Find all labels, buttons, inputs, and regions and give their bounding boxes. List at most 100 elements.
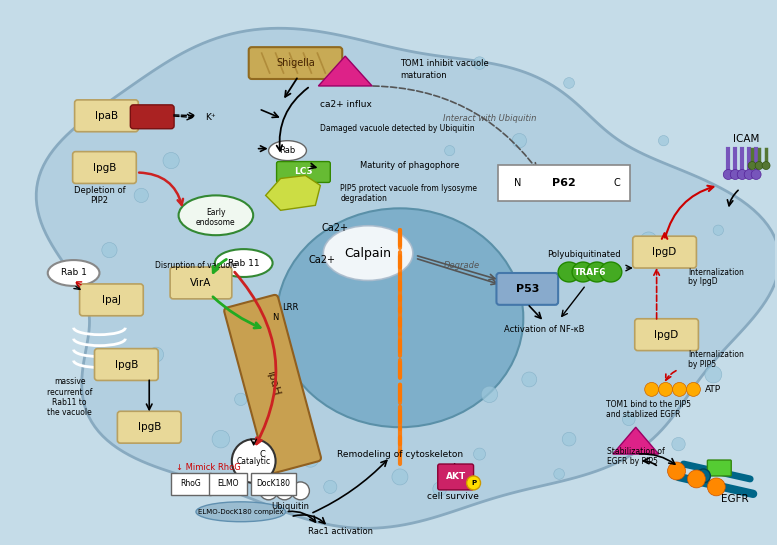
Circle shape <box>762 161 770 169</box>
Circle shape <box>472 446 487 462</box>
Circle shape <box>737 169 747 179</box>
Text: maturation: maturation <box>400 70 447 80</box>
Circle shape <box>658 135 669 146</box>
Text: ↓ Mimick RhoG: ↓ Mimick RhoG <box>176 463 241 471</box>
Circle shape <box>672 438 685 451</box>
FancyBboxPatch shape <box>277 161 330 183</box>
FancyBboxPatch shape <box>632 236 696 268</box>
Ellipse shape <box>323 226 413 281</box>
Text: the vacuole: the vacuole <box>47 408 92 417</box>
Ellipse shape <box>196 502 285 522</box>
Text: VirA: VirA <box>190 278 211 288</box>
Circle shape <box>641 232 657 248</box>
Text: Activation of NF-κB: Activation of NF-κB <box>504 325 584 334</box>
Circle shape <box>103 244 116 256</box>
Circle shape <box>511 133 527 148</box>
Text: cell survive: cell survive <box>427 492 479 501</box>
Text: PIP5 protect vacuole from lysosyme: PIP5 protect vacuole from lysosyme <box>340 184 477 193</box>
Text: Internalization: Internalization <box>688 350 744 359</box>
Text: and stablized EGFR: and stablized EGFR <box>606 410 681 419</box>
Text: N: N <box>273 313 279 322</box>
Circle shape <box>744 169 754 179</box>
Ellipse shape <box>215 249 273 277</box>
Circle shape <box>653 324 664 335</box>
Text: EGFR by PIP5: EGFR by PIP5 <box>607 457 658 465</box>
Circle shape <box>395 471 406 482</box>
FancyBboxPatch shape <box>635 319 699 350</box>
Text: recurrent of: recurrent of <box>47 388 92 397</box>
Text: IpgD: IpgD <box>654 330 678 340</box>
Text: ELMO: ELMO <box>217 480 239 488</box>
FancyBboxPatch shape <box>497 273 558 305</box>
Ellipse shape <box>47 260 99 286</box>
Polygon shape <box>319 56 372 86</box>
Text: K⁺: K⁺ <box>206 113 216 122</box>
Text: EGFR: EGFR <box>721 494 749 504</box>
Circle shape <box>521 372 537 387</box>
Circle shape <box>305 453 315 464</box>
Circle shape <box>696 469 710 483</box>
FancyBboxPatch shape <box>437 464 473 490</box>
Ellipse shape <box>600 262 622 282</box>
Polygon shape <box>266 175 320 210</box>
FancyBboxPatch shape <box>131 105 174 129</box>
Circle shape <box>484 389 495 399</box>
Text: Rab: Rab <box>280 146 295 155</box>
Text: Catalytic: Catalytic <box>237 457 270 465</box>
Text: C: C <box>614 178 620 189</box>
Text: Rab 1: Rab 1 <box>61 269 86 277</box>
Circle shape <box>673 383 686 396</box>
Circle shape <box>133 187 150 204</box>
Circle shape <box>166 422 180 437</box>
FancyBboxPatch shape <box>225 295 321 474</box>
Circle shape <box>688 470 706 488</box>
Text: Damaged vacuole detected by Ubiquitin: Damaged vacuole detected by Ubiquitin <box>320 124 475 133</box>
Circle shape <box>117 295 127 305</box>
Ellipse shape <box>558 262 580 282</box>
Circle shape <box>291 482 309 500</box>
Circle shape <box>707 368 720 381</box>
Circle shape <box>723 169 733 179</box>
Text: C: C <box>260 450 266 458</box>
Text: DocK180: DocK180 <box>256 480 291 488</box>
Ellipse shape <box>269 141 306 161</box>
Ellipse shape <box>586 262 608 282</box>
Circle shape <box>233 392 248 407</box>
Circle shape <box>324 481 336 493</box>
FancyBboxPatch shape <box>249 47 342 79</box>
Text: Rab 11: Rab 11 <box>228 258 260 268</box>
Text: AKT: AKT <box>445 473 465 481</box>
Text: Stabilization of: Stabilization of <box>607 446 664 456</box>
Text: IpaB: IpaB <box>95 111 118 121</box>
Text: massive: massive <box>54 377 85 386</box>
Text: degradation: degradation <box>340 194 387 203</box>
Text: IpaJ: IpaJ <box>102 295 121 305</box>
Circle shape <box>467 476 480 490</box>
Text: LRR: LRR <box>282 304 298 312</box>
FancyBboxPatch shape <box>707 460 731 476</box>
Circle shape <box>591 172 608 189</box>
Text: TOM1 bind to the PIP5: TOM1 bind to the PIP5 <box>606 400 691 409</box>
Text: LC3: LC3 <box>294 167 313 176</box>
FancyBboxPatch shape <box>171 473 211 495</box>
Circle shape <box>748 161 756 169</box>
Text: Early: Early <box>206 208 225 217</box>
Circle shape <box>164 154 178 167</box>
Text: endosome: endosome <box>196 218 235 227</box>
Circle shape <box>441 142 458 159</box>
Text: TRAF6: TRAF6 <box>573 268 606 276</box>
Ellipse shape <box>179 196 253 235</box>
Circle shape <box>564 434 574 444</box>
Text: P53: P53 <box>516 284 539 294</box>
Text: by IpgD: by IpgD <box>688 277 718 287</box>
Text: IpaH: IpaH <box>264 371 280 398</box>
Text: RhoG: RhoG <box>180 480 201 488</box>
Text: Interact with Ubiquitin: Interact with Ubiquitin <box>443 114 536 123</box>
Text: ATP: ATP <box>706 385 721 394</box>
Circle shape <box>623 414 634 425</box>
FancyBboxPatch shape <box>72 152 136 184</box>
Text: ELMO-DocK180 complex: ELMO-DocK180 complex <box>198 509 284 515</box>
Text: IpgB: IpgB <box>115 360 138 370</box>
FancyBboxPatch shape <box>498 165 630 201</box>
Text: IpgB: IpgB <box>138 422 161 432</box>
